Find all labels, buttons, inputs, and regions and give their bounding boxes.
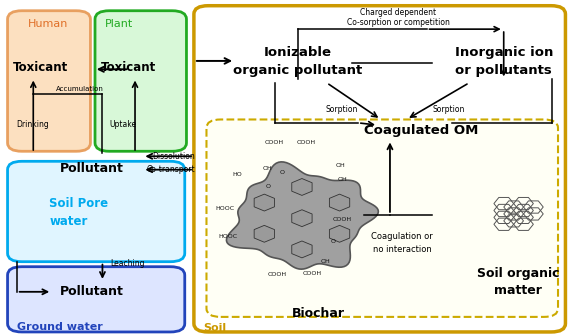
Text: Leaching: Leaching (111, 259, 145, 268)
FancyBboxPatch shape (95, 11, 186, 151)
Text: HOOC: HOOC (215, 206, 234, 211)
Polygon shape (292, 210, 312, 226)
Text: Toxicant: Toxicant (101, 61, 156, 74)
Text: Coagulated OM: Coagulated OM (364, 124, 478, 137)
Text: Ground water: Ground water (17, 322, 103, 332)
Text: Coagulation or: Coagulation or (371, 232, 433, 241)
Polygon shape (329, 225, 350, 242)
Text: Drinking: Drinking (17, 120, 49, 129)
Polygon shape (226, 162, 378, 269)
Text: COOH: COOH (333, 217, 352, 222)
Polygon shape (254, 225, 274, 242)
Text: Inorganic ion: Inorganic ion (454, 46, 553, 59)
Text: Accumulation: Accumulation (56, 86, 104, 92)
Text: Sorption: Sorption (433, 105, 465, 114)
Text: OH: OH (336, 163, 346, 168)
Text: HO: HO (232, 171, 242, 176)
FancyBboxPatch shape (7, 11, 91, 151)
Text: Charged dependent: Charged dependent (360, 8, 436, 17)
Text: OH: OH (320, 259, 330, 264)
Text: Human: Human (28, 19, 69, 29)
Text: OH: OH (263, 166, 273, 171)
Text: or pollutants: or pollutants (456, 65, 552, 78)
Text: COOH: COOH (267, 272, 286, 277)
Text: COOH: COOH (303, 271, 322, 276)
Text: Co-transport: Co-transport (147, 165, 195, 174)
Text: Sorption: Sorption (325, 105, 358, 114)
Polygon shape (292, 241, 312, 258)
FancyBboxPatch shape (7, 267, 185, 332)
Polygon shape (329, 194, 350, 211)
Text: O: O (266, 184, 270, 189)
Text: HOOC: HOOC (219, 234, 238, 239)
Text: COOH: COOH (297, 140, 316, 145)
FancyBboxPatch shape (194, 6, 566, 332)
Text: Ionizable: Ionizable (264, 46, 332, 59)
Text: Soil organic: Soil organic (477, 267, 559, 280)
Text: Uptake: Uptake (109, 120, 136, 129)
Text: Soil: Soil (203, 323, 227, 333)
Text: Dissolution: Dissolution (152, 152, 195, 161)
Text: OH: OH (337, 177, 347, 182)
FancyBboxPatch shape (7, 161, 185, 262)
Text: Co-sorption or competition: Co-sorption or competition (347, 18, 449, 27)
Polygon shape (254, 194, 274, 211)
Text: matter: matter (494, 284, 542, 297)
Text: organic pollutant: organic pollutant (233, 65, 363, 78)
Text: water: water (49, 215, 88, 228)
Text: Pollutant: Pollutant (60, 162, 124, 174)
Text: O: O (280, 170, 284, 174)
Text: Biochar: Biochar (292, 307, 344, 320)
Polygon shape (292, 178, 312, 196)
Text: Soil Pore: Soil Pore (49, 197, 108, 210)
Text: Toxicant: Toxicant (13, 61, 69, 74)
FancyBboxPatch shape (206, 120, 558, 317)
Text: Plant: Plant (105, 19, 134, 29)
Text: COOH: COOH (264, 140, 284, 145)
Text: no interaction: no interaction (372, 246, 431, 254)
Text: O: O (331, 239, 336, 244)
Text: Pollutant: Pollutant (60, 285, 124, 298)
